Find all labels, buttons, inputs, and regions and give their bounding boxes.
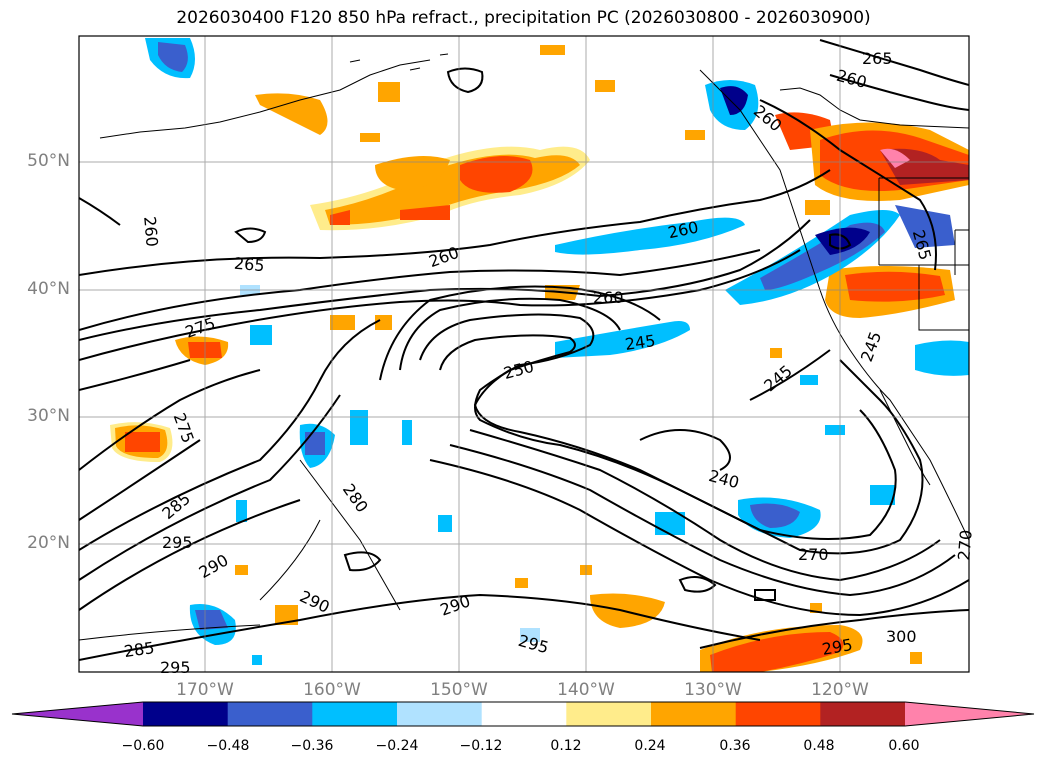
colorbar-cell <box>566 702 652 726</box>
colorbar-cell <box>143 702 229 726</box>
colorbar-tick: 0.48 <box>803 738 835 754</box>
plot-frame <box>78 35 970 673</box>
contour-label: 260 <box>593 288 624 307</box>
colorbar-tick: 0.36 <box>719 738 751 754</box>
contour-label: 270 <box>798 545 829 564</box>
colorbar-tick: −0.12 <box>459 738 503 754</box>
lat-label: 30°N <box>27 406 70 426</box>
colorbar-tick: 0.24 <box>634 738 666 754</box>
contour-label: 270 <box>954 529 976 561</box>
contour-label: 260 <box>140 216 162 248</box>
colorbar-tick: −0.60 <box>121 738 165 754</box>
contour-label: 295 <box>160 658 191 677</box>
lat-label: 50°N <box>27 151 70 171</box>
colorbar-cell <box>312 702 398 726</box>
lon-label: 130°W <box>684 680 742 700</box>
colorbar-cell <box>481 702 567 726</box>
lon-label: 140°W <box>557 680 615 700</box>
lon-label: 170°W <box>176 680 234 700</box>
lon-label: 120°W <box>811 680 869 700</box>
refractivity-contours-thin <box>79 459 401 641</box>
colorbar-tick: 0.12 <box>550 738 582 754</box>
colorbar-tick: 0.60 <box>888 738 920 754</box>
graticule <box>79 36 969 672</box>
colorbar-cell <box>735 702 821 726</box>
contour-label: 295 <box>162 533 193 552</box>
lon-label: 160°W <box>303 680 361 700</box>
map-title: 2026030400 F120 850 hPa refract., precip… <box>176 8 871 28</box>
contour-label: 245 <box>624 331 657 354</box>
colorbar-tick: −0.48 <box>206 738 250 754</box>
colorbar <box>11 701 1035 727</box>
colorbar-cell <box>651 702 737 726</box>
colorbar-tick: −0.24 <box>375 738 419 754</box>
contour-label: 300 <box>886 627 917 646</box>
colorbar-extend-low <box>12 702 143 726</box>
colorbar-cell <box>820 702 906 726</box>
lon-label: 150°W <box>430 680 488 700</box>
lat-label: 40°N <box>27 279 70 299</box>
colorbar-extend-high <box>905 702 1034 726</box>
colorbar-cell <box>227 702 313 726</box>
contour-label: 285 <box>123 638 156 661</box>
precip-positive-shading <box>110 45 969 672</box>
precip-negative-shading <box>145 38 969 665</box>
colorbar-tick: −0.36 <box>290 738 334 754</box>
contour-label: 265 <box>233 254 265 276</box>
contour-label: 265 <box>862 49 893 68</box>
colorbar-cell <box>397 702 483 726</box>
lat-label: 20°N <box>27 533 70 553</box>
